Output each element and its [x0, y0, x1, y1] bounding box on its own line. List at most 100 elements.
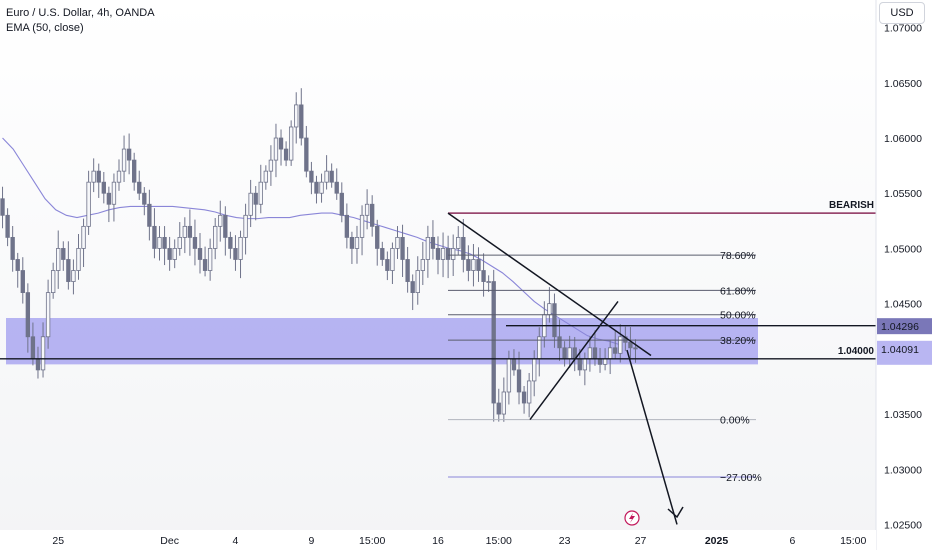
fib-level-label: 50.00%	[720, 310, 756, 322]
candle-body-down	[339, 192, 344, 216]
currency-button[interactable]: USD	[879, 2, 925, 24]
candle	[213, 217, 218, 260]
candle	[157, 226, 162, 261]
candle-body-up	[364, 203, 370, 216]
ema-50-line	[2, 137, 620, 346]
candle-body-up	[471, 259, 476, 271]
candle-body-down	[192, 236, 198, 249]
candle-body-up	[258, 181, 263, 205]
candle	[233, 235, 238, 271]
candle-body-down	[385, 259, 390, 271]
candle-body-up	[440, 248, 446, 260]
candle-body-down	[197, 248, 203, 260]
candle-body-down	[126, 148, 132, 161]
candle	[223, 206, 228, 256]
candle	[147, 189, 152, 241]
candle	[91, 158, 96, 193]
candle-body-up	[56, 248, 61, 271]
candle	[268, 145, 274, 186]
candle-body-down	[187, 225, 193, 238]
candle	[618, 324, 623, 363]
candle-body-down	[66, 259, 71, 282]
candle	[370, 195, 375, 237]
candle	[20, 257, 25, 304]
candle-body-down	[0, 198, 5, 216]
candle	[81, 218, 86, 268]
candle	[66, 241, 71, 290]
candle-body-up	[526, 380, 532, 404]
candle-body-down	[491, 281, 496, 404]
candle-body-down	[481, 270, 486, 282]
candle-body-down	[521, 391, 527, 404]
candle-body-down	[167, 248, 172, 260]
candle-body-up	[218, 214, 223, 227]
candle-body-down	[562, 347, 567, 360]
candle-body-down	[349, 236, 355, 249]
candle	[248, 179, 253, 228]
time-axis[interactable]: 25 Dec 4 9 15:00 16 15:00 23 27 2025 6 15:00	[0, 510, 876, 550]
candle-body-up	[91, 170, 96, 183]
candle-body-down	[20, 270, 25, 294]
candle-body-down	[223, 214, 228, 238]
price-tick-label: 1.06500	[884, 78, 922, 90]
time-axis-panel	[0, 530, 876, 550]
candle-body-up	[354, 236, 360, 249]
candle-body-up	[288, 126, 294, 161]
candle-body-down	[476, 259, 481, 271]
candle-body-down	[142, 192, 147, 205]
candle	[192, 219, 198, 266]
candle	[375, 219, 380, 266]
candle	[111, 173, 117, 222]
candle	[526, 372, 532, 418]
drawings-layer[interactable]: BEARISH 1.04000 78.60% 61.80% 50.00% 38.20% 0.…	[0, 200, 876, 525]
candle	[258, 164, 263, 214]
candle	[142, 187, 147, 216]
candle-body-down	[380, 248, 385, 260]
candle	[552, 293, 557, 348]
price-tick-label: 1.04500	[884, 299, 922, 311]
indicator-title[interactable]: EMA (50, close)	[6, 22, 84, 34]
candle	[283, 141, 289, 167]
candle	[106, 186, 112, 223]
candle	[628, 327, 633, 360]
candle-body-down	[552, 303, 557, 338]
candle	[238, 230, 243, 279]
price-tick-label: 1.03000	[884, 464, 922, 476]
candle	[471, 244, 476, 287]
candle	[385, 251, 390, 281]
candle	[25, 283, 31, 353]
candle-body-down	[461, 236, 466, 260]
candle-body-up	[506, 358, 512, 393]
candle-body-down	[445, 248, 451, 260]
candle-body-up	[81, 225, 86, 249]
current-price-label: 1.04296	[881, 321, 919, 333]
candle	[0, 186, 5, 229]
candle	[410, 274, 415, 311]
fib-level-label: 61.80%	[720, 285, 756, 297]
candle-body-down	[516, 369, 522, 393]
candle-body-down	[304, 137, 309, 172]
price-tick-label: 1.06000	[884, 133, 922, 145]
candle	[304, 125, 309, 178]
candle-body-down	[299, 104, 304, 139]
candle-body-down	[30, 336, 36, 360]
candle-body-up	[248, 192, 253, 216]
candle-body-up	[238, 236, 243, 260]
price-tick-label: 1.07000	[884, 23, 922, 35]
price-tick-label: 1.03500	[884, 409, 922, 421]
candle-body-up	[71, 270, 76, 282]
candle-body-down	[309, 170, 314, 183]
candle	[299, 88, 304, 146]
candle-body-up	[268, 159, 274, 172]
candle-body-up	[182, 225, 187, 238]
candle	[344, 203, 350, 249]
symbol-title[interactable]: Euro / U.S. Dollar, 4h, OANDA	[6, 7, 155, 19]
candle-body-down	[202, 259, 208, 271]
candle	[177, 222, 182, 256]
candle	[96, 163, 101, 198]
price-axis[interactable]: 1.07000 1.06500 1.06000 1.05500 1.05000 1.045…	[875, 0, 932, 550]
candle-body-down	[101, 181, 106, 194]
fib-level-label: 78.60%	[720, 250, 756, 262]
